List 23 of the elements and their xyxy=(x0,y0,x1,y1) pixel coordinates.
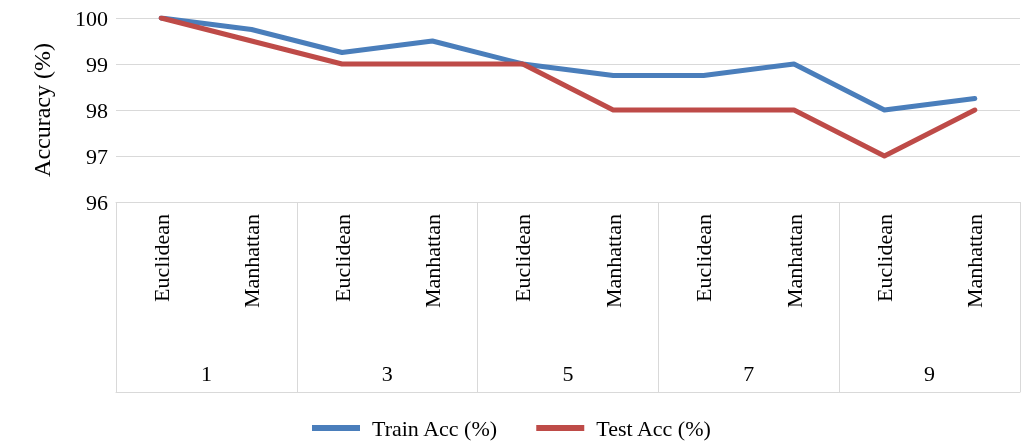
x-tick-label: Manhattan xyxy=(962,214,988,309)
y-tick-label: 97 xyxy=(86,143,108,169)
legend-label: Test Acc (%) xyxy=(596,415,711,441)
y-tick-label: 96 xyxy=(86,189,108,215)
x-tick-label: Manhattan xyxy=(781,214,807,309)
y-tick-label: 99 xyxy=(86,51,108,77)
x-tick-label: Euclidean xyxy=(148,214,174,302)
text: 3 xyxy=(381,360,393,386)
text: 5 xyxy=(562,360,574,386)
x-tick-label: Manhattan xyxy=(419,214,445,309)
legend-label: Train Acc (%) xyxy=(372,415,498,441)
text: 9 xyxy=(924,360,936,386)
x-tick-label: Euclidean xyxy=(871,214,897,302)
x-tick-label: Euclidean xyxy=(329,214,355,302)
text: 7 xyxy=(743,360,755,386)
x-tick-label: Euclidean xyxy=(510,214,536,302)
text: 1 xyxy=(200,360,212,386)
y-tick-label: 100 xyxy=(75,5,108,31)
y-axis-title: Accuracy (%) xyxy=(29,43,55,177)
y-tick-label: 98 xyxy=(86,97,108,123)
x-tick-label: Euclidean xyxy=(691,214,717,302)
x-tick-label: Manhattan xyxy=(600,214,626,309)
x-tick-label: Manhattan xyxy=(239,214,265,309)
